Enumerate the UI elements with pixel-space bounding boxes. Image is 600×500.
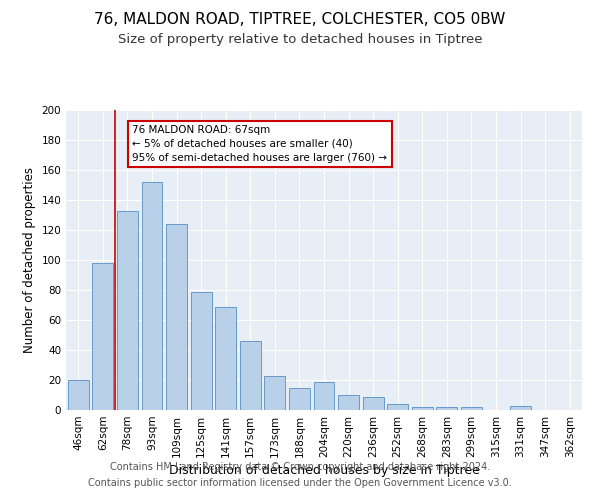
Bar [68,380,89,410]
Bar [387,404,408,410]
Bar [412,407,433,410]
Bar [117,210,138,410]
Bar [191,292,212,410]
Text: Contains HM Land Registry data © Crown copyright and database right 2024.: Contains HM Land Registry data © Crown c… [110,462,490,472]
Bar [314,382,334,410]
Bar [461,407,482,410]
Bar [166,224,187,410]
Bar [240,341,261,410]
Text: Size of property relative to detached houses in Tiptree: Size of property relative to detached ho… [118,32,482,46]
Text: 76, MALDON ROAD, TIPTREE, COLCHESTER, CO5 0BW: 76, MALDON ROAD, TIPTREE, COLCHESTER, CO… [94,12,506,28]
Bar [142,182,163,410]
Y-axis label: Number of detached properties: Number of detached properties [23,167,36,353]
Text: Contains public sector information licensed under the Open Government Licence v3: Contains public sector information licen… [88,478,512,488]
Bar [92,263,113,410]
Bar [436,407,457,410]
X-axis label: Distribution of detached houses by size in Tiptree: Distribution of detached houses by size … [169,464,479,477]
Bar [215,306,236,410]
Text: 76 MALDON ROAD: 67sqm
← 5% of detached houses are smaller (40)
95% of semi-detac: 76 MALDON ROAD: 67sqm ← 5% of detached h… [133,125,388,163]
Bar [362,396,383,410]
Bar [289,388,310,410]
Bar [265,376,286,410]
Bar [510,406,531,410]
Bar [338,395,359,410]
